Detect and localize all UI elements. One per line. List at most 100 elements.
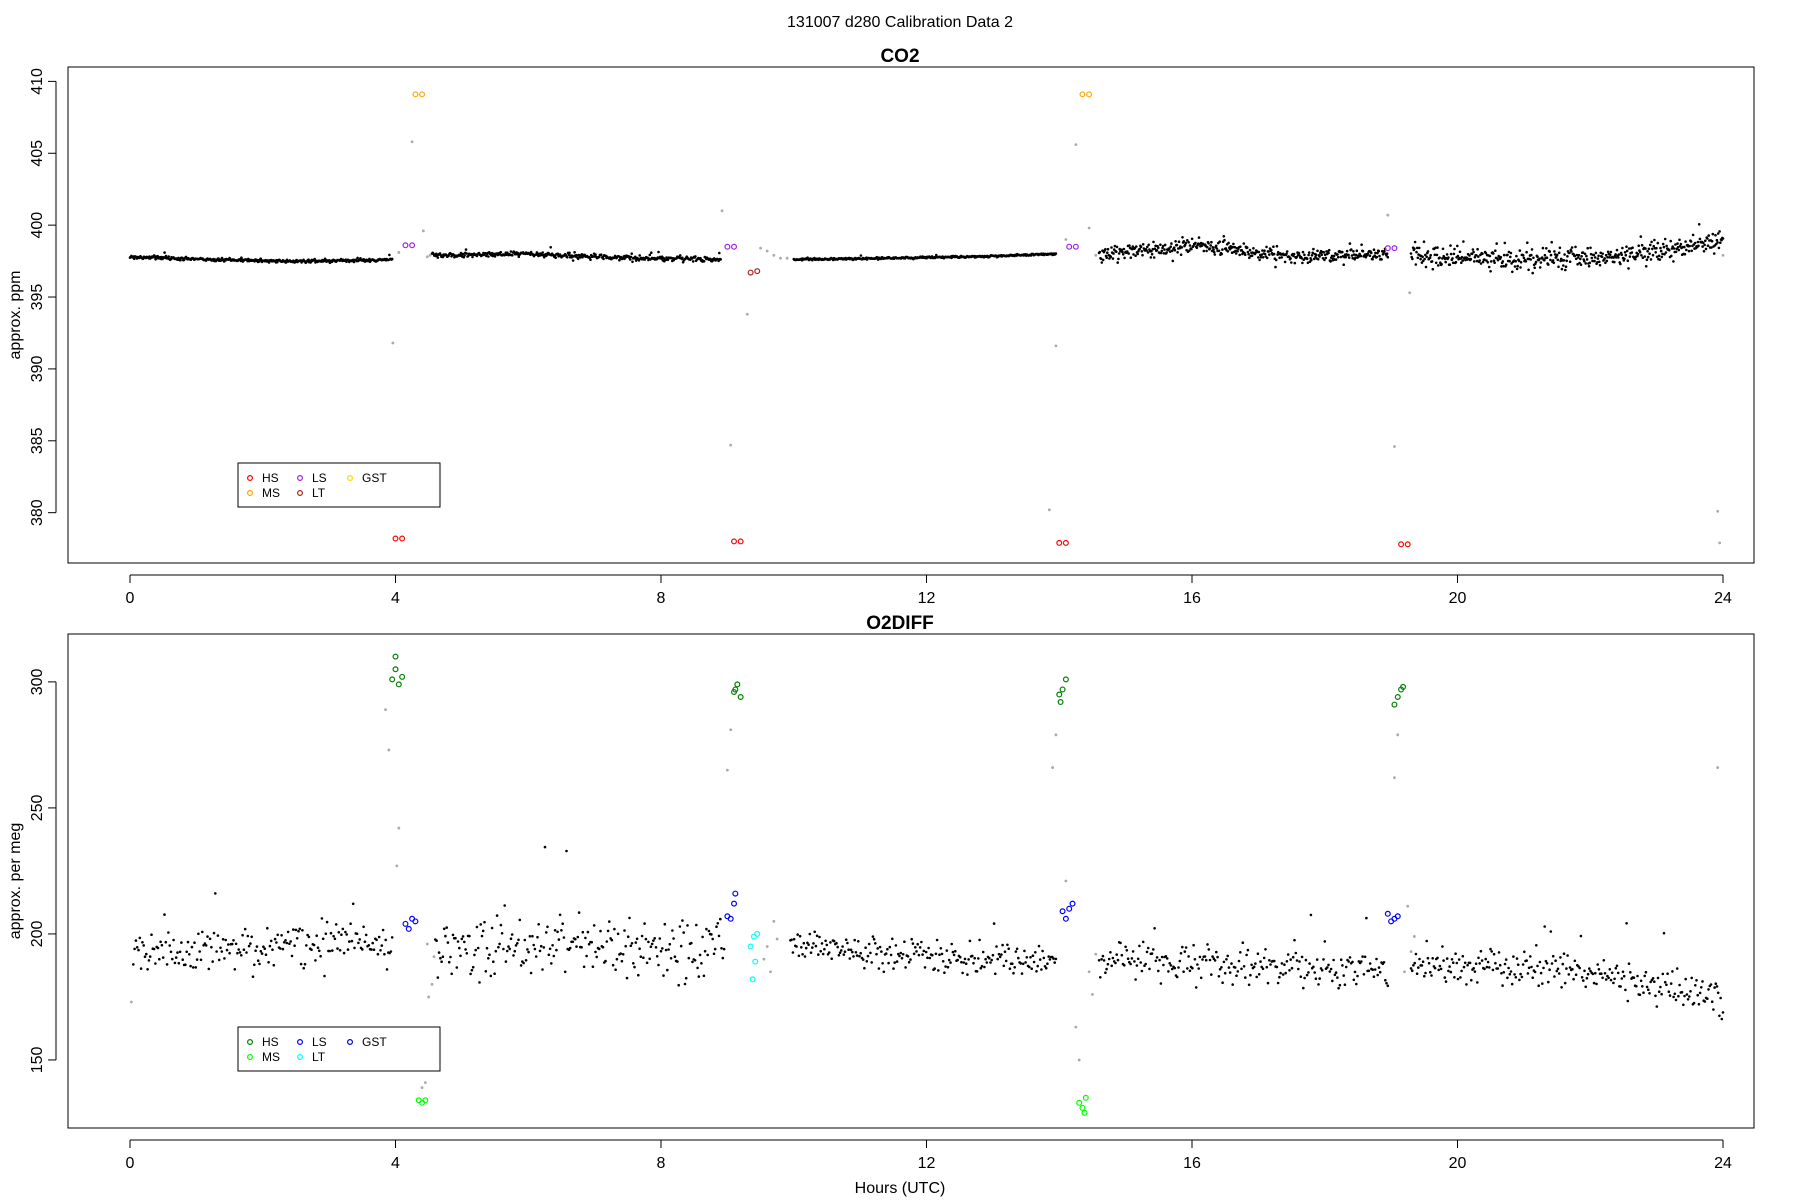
data-point xyxy=(181,256,184,260)
data-point xyxy=(1472,260,1476,263)
data-point xyxy=(1151,247,1155,251)
data-point xyxy=(1256,952,1260,955)
data-point xyxy=(1240,248,1243,252)
data-point xyxy=(843,950,847,953)
data-point xyxy=(1665,244,1668,248)
data-point xyxy=(1285,252,1288,256)
data-point xyxy=(1671,245,1674,248)
data-point xyxy=(299,962,303,966)
data-point xyxy=(1329,967,1333,971)
data-point xyxy=(1242,965,1246,968)
data-point xyxy=(1553,253,1557,256)
data-point xyxy=(1347,256,1351,259)
data-point xyxy=(1036,964,1039,968)
data-point xyxy=(667,948,670,951)
data-point xyxy=(1247,252,1250,256)
series-point-ls xyxy=(1062,915,1069,922)
data-point xyxy=(1306,261,1310,265)
data-point xyxy=(649,945,653,948)
data-point xyxy=(624,944,627,948)
data-point xyxy=(679,944,683,948)
data-point xyxy=(1116,261,1119,264)
data-point xyxy=(594,253,597,256)
data-point xyxy=(1268,253,1271,256)
data-point xyxy=(1433,253,1437,257)
data-point xyxy=(1590,256,1594,260)
data-point xyxy=(1651,977,1655,980)
data-point xyxy=(1513,265,1517,268)
data-point xyxy=(1719,996,1722,1000)
data-point xyxy=(608,920,611,923)
data-point xyxy=(381,928,385,932)
data-point xyxy=(571,259,575,262)
data-point xyxy=(163,251,166,254)
data-point xyxy=(315,934,319,937)
data-point xyxy=(146,968,149,971)
data-point xyxy=(502,947,505,951)
data-point xyxy=(1352,253,1356,256)
data-point xyxy=(1043,965,1047,968)
data-point xyxy=(1197,967,1200,970)
data-point xyxy=(792,937,796,941)
data-point xyxy=(1651,247,1654,251)
data-point xyxy=(1261,249,1264,252)
data-point xyxy=(1485,965,1489,969)
data-point xyxy=(1585,258,1589,261)
data-point xyxy=(1192,943,1195,947)
data-point xyxy=(575,253,578,257)
data-point xyxy=(916,942,919,946)
data-point xyxy=(1714,233,1717,237)
data-point xyxy=(1491,968,1495,972)
data-point xyxy=(142,944,145,947)
data-point xyxy=(1529,955,1532,958)
data-point xyxy=(1601,976,1604,980)
data-point xyxy=(178,950,182,954)
data-point xyxy=(1674,243,1677,246)
data-point xyxy=(1502,264,1505,268)
data-point xyxy=(1181,236,1184,239)
data-point xyxy=(681,256,684,260)
data-point xyxy=(1218,240,1221,243)
data-point xyxy=(561,922,564,925)
data-point xyxy=(1516,963,1520,966)
data-point xyxy=(1375,957,1378,961)
data-point xyxy=(1564,268,1567,272)
data-point xyxy=(1556,967,1560,971)
data-point xyxy=(1248,248,1252,252)
data-point xyxy=(985,961,989,964)
data-point xyxy=(988,956,991,960)
legend-marker-ls xyxy=(297,475,304,482)
data-point xyxy=(233,968,237,971)
data-point xyxy=(1272,245,1275,248)
data-point xyxy=(580,946,583,949)
data-point xyxy=(1704,247,1708,251)
data-point xyxy=(1553,250,1556,253)
series-point-ls xyxy=(727,915,734,922)
data-point xyxy=(524,959,528,962)
data-point xyxy=(847,948,850,951)
data-point xyxy=(476,946,480,950)
data-point xyxy=(1420,261,1424,264)
data-point xyxy=(1019,962,1023,965)
data-point xyxy=(1637,244,1640,247)
data-point xyxy=(907,960,911,964)
data-point xyxy=(923,966,927,969)
data-point xyxy=(1210,240,1213,244)
data-point xyxy=(1348,956,1352,959)
data-point xyxy=(586,930,590,934)
data-point xyxy=(1220,966,1223,969)
data-point xyxy=(1130,957,1134,960)
data-point xyxy=(994,972,997,976)
data-point xyxy=(791,951,795,954)
transition-point xyxy=(421,229,425,233)
data-point xyxy=(1450,958,1454,961)
data-point xyxy=(915,950,918,953)
data-point xyxy=(1568,260,1572,264)
data-point xyxy=(1624,253,1628,257)
data-point xyxy=(194,966,198,969)
data-point xyxy=(1663,253,1666,256)
data-point xyxy=(1663,980,1667,984)
data-point xyxy=(996,957,999,961)
data-point xyxy=(541,251,544,254)
data-point xyxy=(1121,253,1125,256)
